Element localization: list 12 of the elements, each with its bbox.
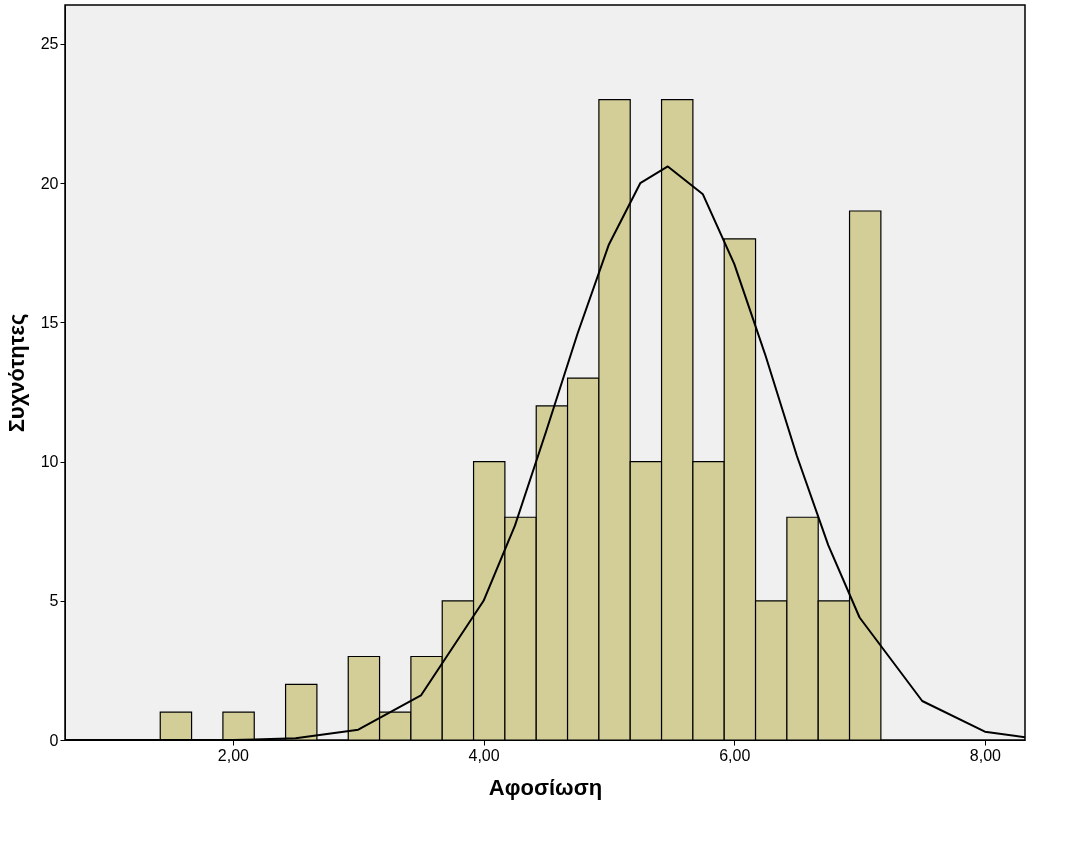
- x-tick-label: 6,00: [719, 746, 751, 764]
- y-tick-label: 25: [40, 35, 59, 53]
- x-tick-label: 4,00: [468, 746, 500, 764]
- y-tick-label: 0: [49, 731, 59, 749]
- x-tick-label: 2,00: [217, 746, 250, 764]
- y-tick-label: 15: [40, 313, 59, 331]
- x-axis-title: Αφοσίωση: [488, 774, 603, 800]
- y-tick-label: 5: [49, 592, 59, 610]
- y-tick-label: 20: [40, 174, 59, 192]
- y-axis-title: Συχνότητες: [3, 313, 29, 433]
- x-tick-label: 8,00: [969, 746, 1002, 764]
- y-tick-label: 10: [40, 453, 59, 471]
